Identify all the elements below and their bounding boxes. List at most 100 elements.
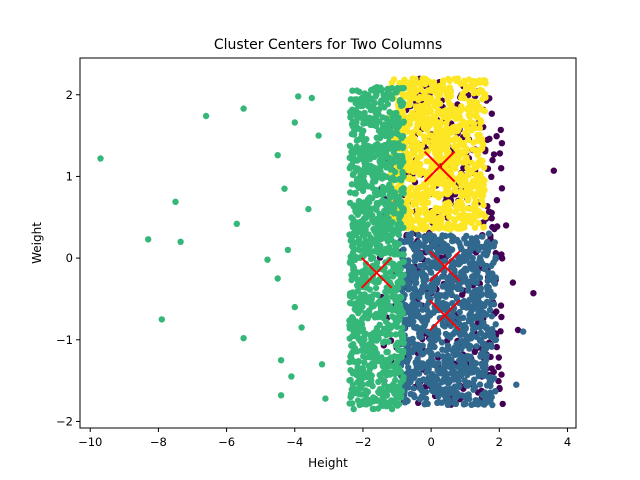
data-point — [425, 94, 432, 101]
data-point — [484, 244, 491, 251]
data-point — [362, 392, 369, 399]
data-point — [240, 335, 247, 342]
data-point — [346, 165, 353, 172]
data-point — [456, 320, 463, 328]
data-point — [385, 145, 392, 152]
data-point — [489, 401, 496, 409]
data-point — [410, 142, 418, 149]
data-point — [363, 136, 370, 143]
data-point — [145, 236, 152, 243]
data-point — [410, 392, 417, 399]
data-point — [389, 111, 396, 118]
data-point — [448, 102, 455, 109]
data-point — [385, 92, 393, 99]
data-point — [445, 396, 452, 403]
data-point — [480, 202, 487, 209]
data-point — [471, 313, 478, 321]
data-point — [498, 140, 506, 147]
data-point — [466, 98, 474, 106]
data-point — [390, 247, 398, 255]
data-point — [420, 278, 427, 285]
data-point — [464, 382, 472, 389]
data-point — [385, 184, 393, 191]
data-point — [451, 75, 458, 83]
data-point — [429, 164, 437, 172]
data-point — [410, 385, 417, 392]
data-point — [454, 127, 461, 135]
data-point — [394, 402, 401, 409]
data-point — [373, 134, 380, 141]
data-point — [394, 152, 402, 160]
data-point — [457, 269, 465, 277]
data-point — [395, 340, 402, 347]
data-point — [400, 78, 407, 85]
data-point — [295, 93, 302, 100]
data-point — [404, 279, 411, 286]
data-point — [371, 99, 378, 107]
data-point — [424, 257, 432, 264]
data-point — [346, 325, 353, 332]
data-point — [388, 118, 395, 125]
data-point — [352, 300, 359, 307]
data-point — [384, 238, 392, 245]
data-point — [409, 109, 416, 117]
y-axis-ticks: −2 −1 0 1 2 — [56, 88, 80, 428]
data-point — [473, 343, 480, 350]
data-point — [457, 172, 464, 179]
data-point — [349, 87, 356, 94]
data-point — [375, 106, 383, 113]
y-tick-label: 0 — [66, 251, 73, 265]
data-point — [382, 370, 390, 377]
data-point — [475, 220, 482, 227]
data-point — [498, 251, 505, 258]
data-point — [423, 99, 431, 106]
data-point — [288, 373, 295, 380]
y-tick-label: 1 — [66, 169, 73, 183]
data-point — [432, 236, 440, 243]
data-point — [448, 369, 455, 377]
y-tick-label: −2 — [56, 414, 73, 428]
data-point — [455, 377, 462, 385]
data-point — [488, 110, 495, 117]
data-point — [475, 133, 482, 140]
data-point — [430, 384, 437, 391]
data-point — [359, 381, 366, 388]
data-point — [442, 209, 449, 216]
data-point — [407, 303, 414, 310]
data-point — [414, 187, 421, 194]
data-point — [419, 200, 426, 208]
data-point — [357, 135, 364, 143]
data-point — [455, 214, 463, 221]
data-point — [488, 343, 495, 350]
data-point — [429, 145, 436, 152]
data-point — [377, 129, 384, 136]
data-point — [388, 226, 395, 233]
data-point — [367, 155, 374, 163]
data-point — [454, 389, 461, 397]
data-point — [479, 210, 487, 218]
data-point — [399, 258, 406, 265]
data-point — [274, 152, 281, 159]
data-point — [416, 102, 424, 110]
data-point — [368, 303, 376, 310]
data-point — [359, 187, 367, 195]
data-point — [366, 149, 374, 156]
data-point — [498, 165, 505, 172]
data-point — [424, 400, 431, 407]
data-point — [384, 85, 391, 93]
data-point — [453, 225, 461, 232]
data-point — [373, 200, 380, 207]
data-point — [372, 93, 379, 100]
data-point — [463, 156, 471, 164]
data-point — [419, 342, 426, 349]
data-point — [398, 186, 405, 193]
data-point — [386, 158, 394, 166]
data-point — [405, 175, 412, 182]
center-marker-stroke — [429, 250, 461, 282]
data-point — [409, 75, 416, 82]
x-tick-label: 0 — [427, 435, 434, 449]
data-point — [391, 189, 399, 196]
data-point — [446, 378, 453, 386]
data-point — [434, 351, 441, 358]
data-point — [479, 233, 486, 240]
